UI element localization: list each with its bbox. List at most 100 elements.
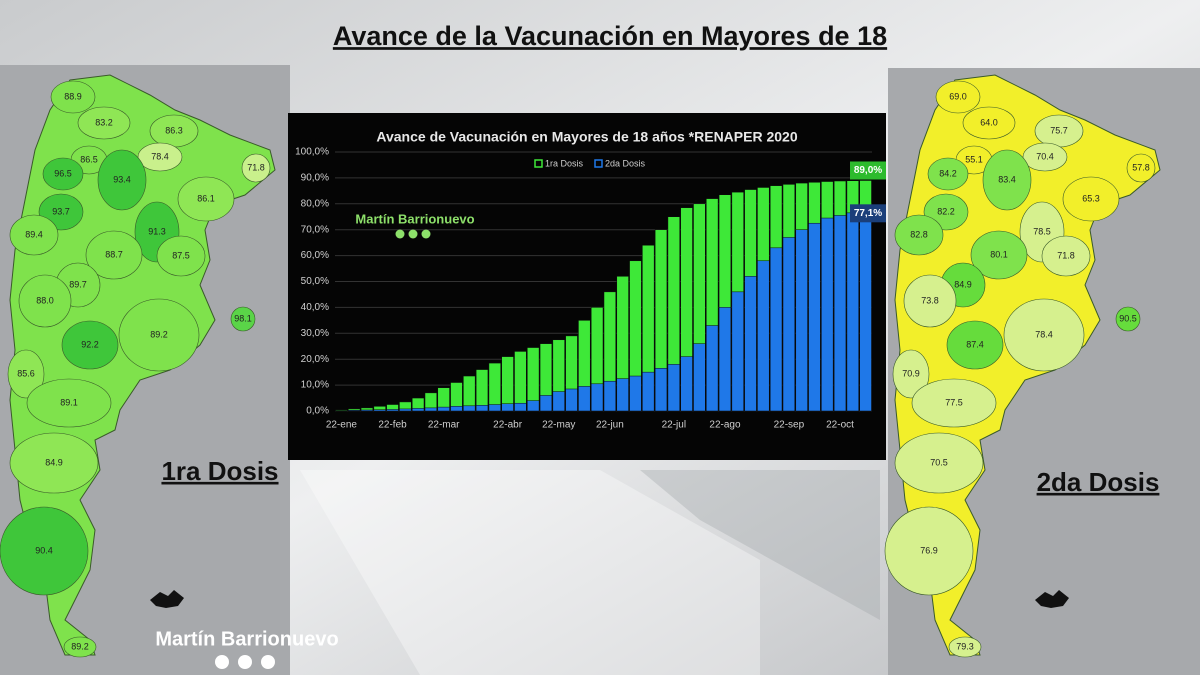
region-label: 85.6 [17,368,35,378]
region-label: 69.0 [949,91,967,101]
region-label: 96.5 [54,168,72,178]
bar [718,307,732,412]
region-label: 88.7 [105,249,123,259]
social-icon[interactable] [215,655,229,669]
region-label: 83.4 [998,174,1016,184]
social-icon[interactable] [261,655,275,669]
region [42,157,84,191]
y-tick-label: 40,0% [301,302,329,313]
x-tick-label: 22-ago [709,420,741,431]
social-icon[interactable] [238,655,252,669]
region-label: 86.3 [165,125,183,135]
y-tick-label: 30,0% [301,328,329,339]
bar [488,404,501,412]
region-label: 87.5 [172,250,190,260]
bar [706,325,719,412]
legend-label: 1ra Dosis [545,158,584,168]
bar [680,356,693,412]
value-label-box [850,204,886,223]
bar [360,409,374,412]
region [7,349,45,399]
region [18,274,72,328]
region [1041,235,1091,277]
region [1126,153,1156,183]
region [935,80,981,114]
region [230,306,256,332]
region-label: 90.5 [1119,313,1137,323]
region [85,230,143,280]
bar [833,215,847,412]
bar [411,408,425,412]
y-tick-label: 60,0% [301,250,329,261]
bar [514,351,527,412]
region-label: 78.4 [1035,329,1053,339]
region-label: 76.9 [920,545,938,555]
region [77,106,131,140]
bar [590,383,604,412]
region-label: 83.2 [95,117,113,127]
region-label: 89.1 [60,397,78,407]
region [50,80,96,114]
bar [373,409,386,412]
map-caption: 1ra Dosis [161,456,278,486]
y-tick-label: 10,0% [301,380,329,391]
region [1003,298,1085,372]
region-label: 64.0 [980,117,998,127]
region-label: 88.0 [36,295,54,305]
bar [501,403,514,412]
region [948,636,982,658]
bar [501,356,514,412]
bar [795,229,808,412]
region-label: 89.2 [71,641,89,651]
x-tick-label: 22-sep [774,420,805,431]
bar [846,212,859,412]
region-label: 88.9 [64,91,82,101]
bar [821,217,834,412]
x-tick-label: 22-ene [326,420,358,431]
chart: Avance de Vacunación en Mayores de 18 añ… [295,129,886,431]
page-title: Avance de la Vacunación en Mayores de 18 [333,21,887,51]
bar [731,291,744,412]
region [884,506,974,596]
region-label: 86.1 [197,193,215,203]
bar [616,378,629,412]
region-label: 71.8 [1057,250,1075,260]
region-label: 79.3 [956,641,974,651]
y-tick-label: 20,0% [301,354,329,365]
legend-swatch [534,159,543,168]
bar [335,410,348,412]
region [156,235,206,277]
bar [578,386,591,412]
region-label: 70.4 [1036,151,1054,161]
bar [757,260,770,412]
decor [640,470,880,620]
bar [475,369,489,412]
region-label: 93.4 [113,174,131,184]
region [1062,176,1120,222]
region-label: 55.1 [965,154,983,164]
region [9,432,99,494]
region [894,432,984,494]
region [911,378,997,428]
region-label: 87.4 [966,339,984,349]
y-tick-label: 0,0% [306,406,329,417]
y-tick-label: 90,0% [301,173,329,184]
region-label: 89.4 [25,229,43,239]
x-tick-label: 22-mar [428,420,460,431]
region-label: 71.8 [247,162,265,172]
islands [1035,590,1069,608]
value-label: 77,1% [854,208,882,219]
region [97,149,147,211]
bar [693,343,706,412]
watermark: Martín Barrionuevo [355,211,474,226]
bar [782,237,796,412]
region [1115,306,1141,332]
bar [808,222,821,412]
region [970,230,1028,280]
watermark-icon [395,229,405,239]
region [26,378,112,428]
region-label: 90.4 [35,545,53,555]
bar [565,388,578,412]
decor [300,470,760,675]
